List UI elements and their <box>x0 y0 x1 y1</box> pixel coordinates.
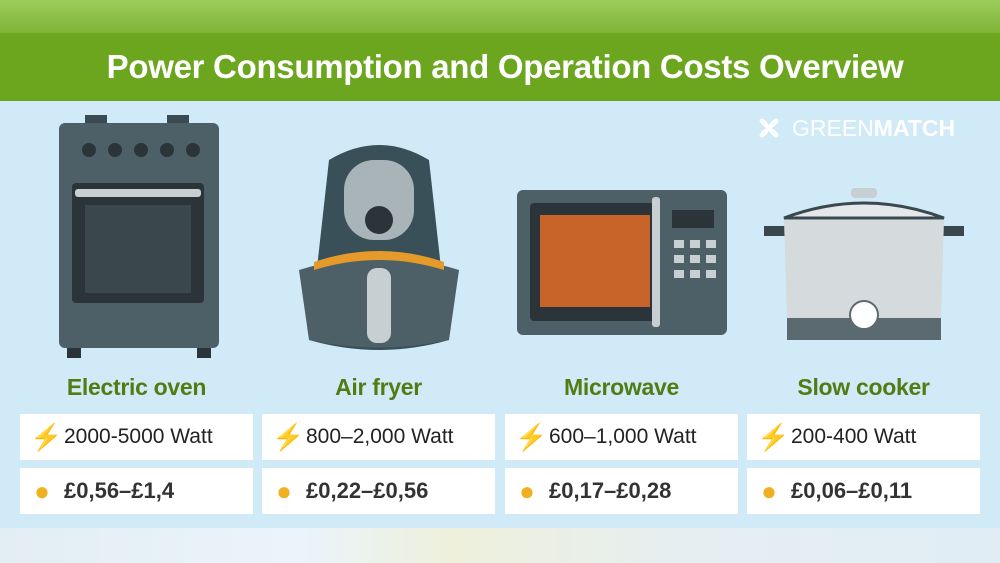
lightning-bolt-icon: ⚡ <box>757 421 790 452</box>
cost-box: ● £0,56–£1,4 <box>20 468 253 514</box>
coins-icon: ● <box>34 475 50 506</box>
coins-icon: ● <box>519 475 535 506</box>
electric-oven-icon <box>58 115 219 358</box>
power-box: ⚡ 800–2,000 Watt <box>262 414 495 460</box>
slow-cooker-icon <box>763 188 964 340</box>
clover-logo-icon <box>759 118 779 138</box>
power-box: ⚡ 2000-5000 Watt <box>20 414 253 460</box>
appliance-card-air-fryer: Air fryer ⚡ 800–2,000 Watt ● £0,22–£0,56 <box>262 110 495 514</box>
appliance-name: Air fryer <box>335 374 422 400</box>
appliance-card-slow-cooker: Slow cooker ⚡ 200-400 Watt ● £0,06–£0,11 <box>747 110 980 514</box>
appliance-card-microwave: Microwave ⚡ 600–1,000 Watt ● £0,17–£0,28 <box>505 110 738 514</box>
cost-box: ● £0,22–£0,56 <box>262 468 495 514</box>
bottom-band <box>0 528 1000 563</box>
lightning-bolt-icon: ⚡ <box>515 421 548 452</box>
coins-icon: ● <box>276 475 292 506</box>
greenmatch-logo: GREEN MATCH <box>752 111 955 145</box>
appliance-card-electric-oven: Electric oven ⚡ 2000-5000 Watt ● £0,56–£1,… <box>20 110 253 514</box>
page-title: Power Consumption and Operation Costs Ov… <box>106 48 904 85</box>
appliance-name: Microwave <box>564 374 679 400</box>
lightning-bolt-icon: ⚡ <box>272 421 305 452</box>
appliance-name: Slow cooker <box>797 374 930 400</box>
lightning-bolt-icon: ⚡ <box>30 421 63 452</box>
appliance-name: Electric oven <box>66 374 207 400</box>
top-band <box>0 0 1000 33</box>
air-fryer-icon <box>298 145 459 350</box>
microwave-icon <box>516 190 727 335</box>
cost-box: ● £0,06–£0,11 <box>747 468 980 514</box>
title-bar: Power Consumption and Operation Costs Ov… <box>0 33 1000 101</box>
coins-icon: ● <box>761 475 777 506</box>
power-box: ⚡ 600–1,000 Watt <box>505 414 738 460</box>
power-box: ⚡ 200-400 Watt <box>747 414 980 460</box>
cost-box: ● £0,17–£0,28 <box>505 468 738 514</box>
